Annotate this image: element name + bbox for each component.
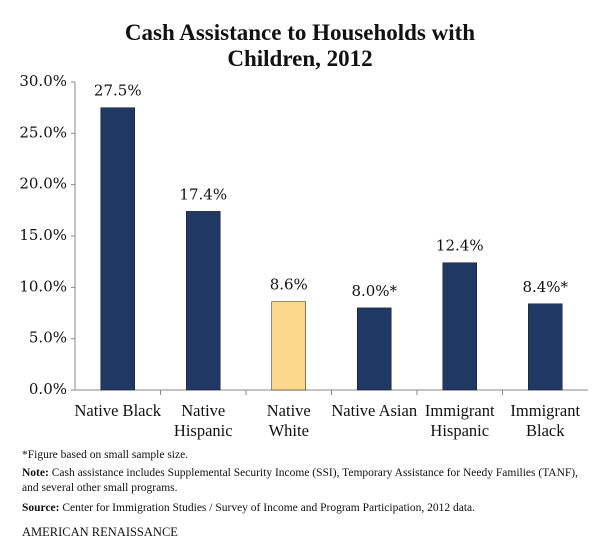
x-tick-label: Immigrant Black bbox=[510, 401, 581, 440]
bar bbox=[271, 301, 306, 391]
x-tick-label: Native Asian bbox=[331, 401, 418, 420]
value-label: 8.6% bbox=[270, 276, 308, 294]
bar bbox=[186, 211, 221, 391]
y-tick-label: 0.0% bbox=[29, 380, 67, 398]
x-tick-label: Native Black bbox=[74, 401, 162, 420]
note: Note: Cash assistance includes Supplemen… bbox=[22, 466, 582, 496]
x-tick-label: Native Hispanic bbox=[173, 401, 233, 440]
y-tick-label: 5.0% bbox=[29, 329, 67, 347]
bar bbox=[357, 307, 392, 391]
y-tick-label: 20.0% bbox=[19, 175, 67, 193]
source: Source: Center for Immigration Studies /… bbox=[22, 501, 582, 516]
value-label: 17.4% bbox=[179, 185, 227, 203]
y-tick-label: 10.0% bbox=[19, 277, 67, 295]
y-tick-label: 15.0% bbox=[19, 226, 67, 244]
y-tick-label: 30.0% bbox=[19, 72, 67, 90]
source-label: Source: bbox=[22, 502, 60, 514]
value-label: 27.5% bbox=[94, 82, 142, 100]
note-label: Note: bbox=[22, 467, 49, 479]
source-text: Center for Immigration Studies / Survey … bbox=[62, 502, 475, 514]
chart-title: Cash Assistance to Households with Child… bbox=[124, 20, 476, 71]
footnote: *Figure based on small sample size. bbox=[22, 449, 189, 461]
value-label: 12.4% bbox=[436, 237, 484, 255]
value-label: 8.0%* bbox=[351, 282, 397, 300]
note-text: Cash assistance includes Supplemental Se… bbox=[22, 467, 579, 494]
value-label: 8.4%* bbox=[522, 278, 568, 296]
bar bbox=[528, 303, 563, 391]
y-tick-label: 25.0% bbox=[19, 123, 67, 141]
bar bbox=[100, 107, 135, 391]
x-tick-label: Native White bbox=[266, 401, 311, 440]
x-tick-label: Immigrant Hispanic bbox=[424, 401, 495, 440]
bar bbox=[442, 262, 477, 391]
brand: AMERICAN RENAISSANCE bbox=[22, 525, 178, 539]
